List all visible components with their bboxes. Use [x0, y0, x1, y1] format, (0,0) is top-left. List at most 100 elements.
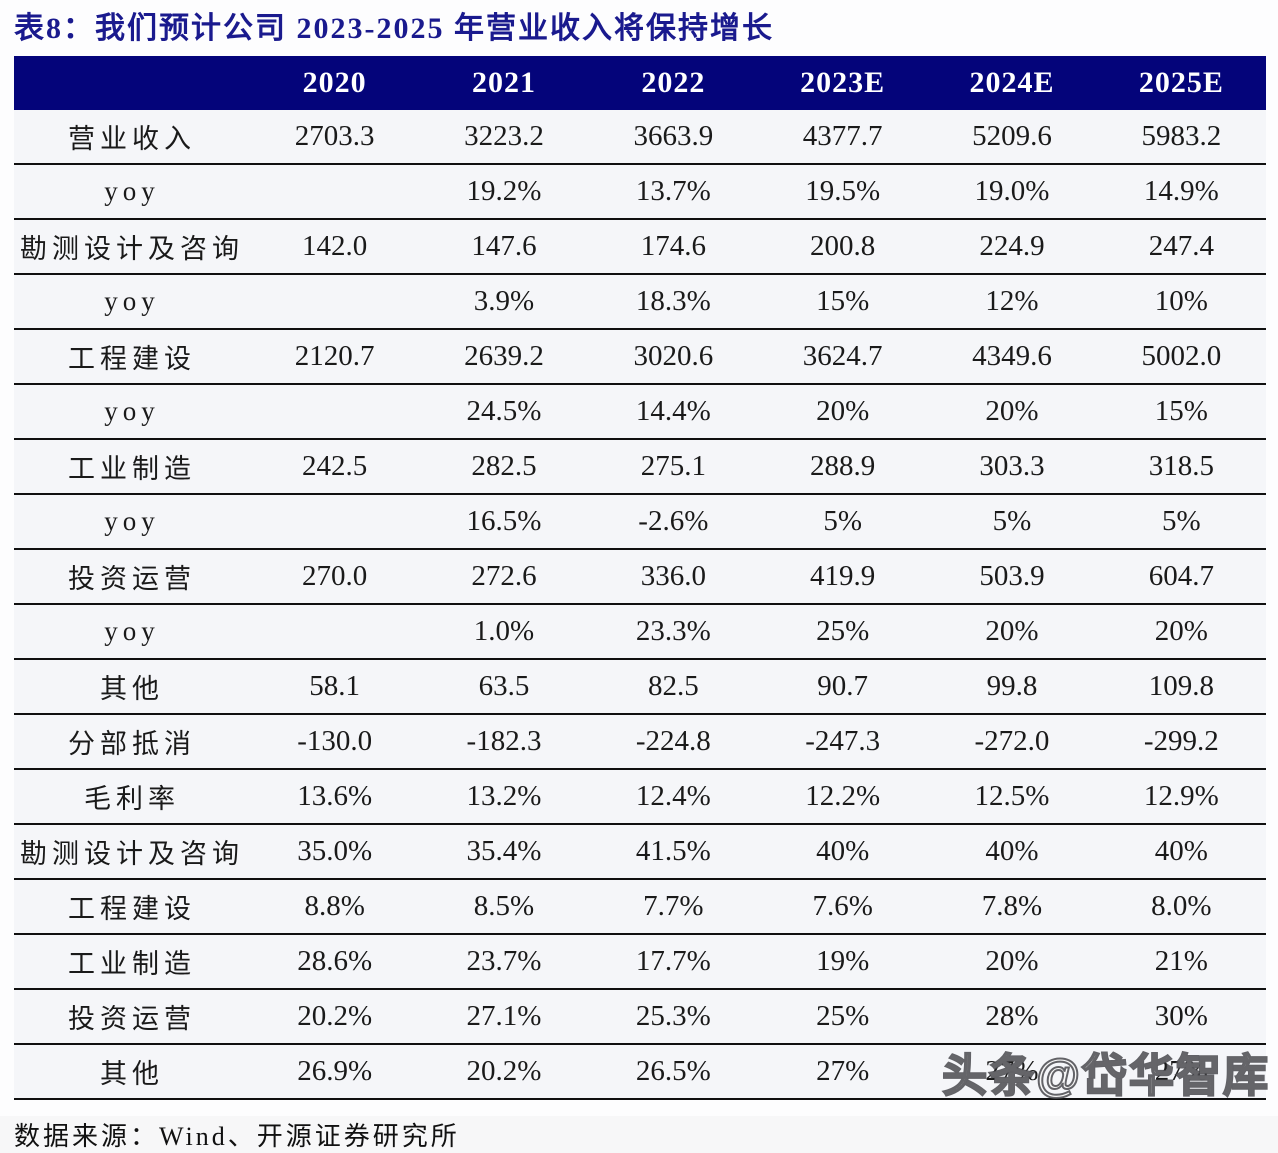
table-row: yoy 1.0% 23.3% 25% 20% 20%: [14, 603, 1266, 660]
table-cell: -247.3: [757, 713, 928, 770]
table-cell: 5209.6: [927, 109, 1097, 165]
table-cell: 5%: [1096, 493, 1266, 550]
table-row: 工业制造 242.5 282.5 275.1 288.9 303.3 318.5: [14, 438, 1266, 495]
table-cell: 40%: [1096, 823, 1266, 880]
table-cell: 63.5: [419, 658, 589, 715]
row-label: 勘测设计及咨询: [14, 823, 250, 880]
row-label: 投资运营: [14, 548, 250, 605]
table-cell: 13.2%: [419, 768, 589, 825]
table-cell: [250, 603, 420, 660]
table-row: yoy 3.9% 18.3% 15% 12% 10%: [14, 273, 1266, 330]
table-cell: 17.7%: [588, 933, 758, 990]
table-row: 工业制造 28.6% 23.7% 17.7% 19% 20% 21%: [14, 933, 1266, 990]
table-cell: 16.5%: [419, 493, 589, 550]
table-cell: 318.5: [1096, 438, 1266, 495]
table-row: 分部抵消 -130.0 -182.3 -224.8 -247.3 -272.0 -299.2: [14, 713, 1266, 770]
row-label: 工程建设: [14, 328, 250, 385]
table-cell: 2120.7: [250, 328, 420, 385]
table-cell: 25%: [757, 603, 928, 660]
table-cell: 270.0: [250, 548, 420, 605]
table-row: 其他 58.1 63.5 82.5 90.7 99.8 109.8: [14, 658, 1266, 715]
row-label: 其他: [14, 1043, 250, 1100]
corner-header-cell: [14, 55, 250, 110]
table-cell: 336.0: [588, 548, 758, 605]
table-row: 投资运营 20.2% 27.1% 25.3% 25% 28% 30%: [14, 988, 1266, 1045]
table-cell: [250, 383, 420, 440]
row-label: 营业收入: [14, 109, 250, 165]
table-row: 其他 26.9% 20.2% 26.5% 27% 27% 27%: [14, 1043, 1266, 1100]
table-cell: -299.2: [1096, 713, 1266, 770]
table-cell: 5%: [927, 493, 1097, 550]
table-cell: 174.6: [588, 218, 758, 275]
table-cell: 12.2%: [757, 768, 928, 825]
table-cell: 19.5%: [757, 163, 928, 220]
table-row: yoy 24.5% 14.4% 20% 20% 15%: [14, 383, 1266, 440]
table-row: yoy 19.2% 13.7% 19.5% 19.0% 14.9%: [14, 163, 1266, 220]
row-label: 投资运营: [14, 988, 250, 1045]
row-label: yoy: [14, 163, 250, 220]
row-label: yoy: [14, 603, 250, 660]
table-cell: 14.9%: [1096, 163, 1266, 220]
table-cell: 8.0%: [1096, 878, 1266, 935]
column-header: 2025E: [1096, 55, 1266, 110]
row-label: 工程建设: [14, 878, 250, 935]
table-cell: 40%: [757, 823, 928, 880]
table-cell: 3020.6: [588, 328, 758, 385]
table-cell: 20%: [927, 933, 1097, 990]
table-cell: [250, 163, 420, 220]
table-row: yoy 16.5% -2.6% 5% 5% 5%: [14, 493, 1266, 550]
table-cell: 28.6%: [250, 933, 420, 990]
table-cell: 2703.3: [250, 109, 420, 165]
table-cell: 19.0%: [927, 163, 1097, 220]
table-cell: 5002.0: [1096, 328, 1266, 385]
table-cell: 26.5%: [588, 1043, 758, 1100]
table-cell: 40%: [927, 823, 1097, 880]
row-label: 分部抵消: [14, 713, 250, 770]
table-cell: 5983.2: [1096, 109, 1266, 165]
table-cell: -224.8: [588, 713, 758, 770]
table-cell: 10%: [1096, 273, 1266, 330]
table-cell: 12%: [927, 273, 1097, 330]
table-cell: 13.7%: [588, 163, 758, 220]
table-cell: 15%: [1096, 383, 1266, 440]
table-cell: 15%: [757, 273, 928, 330]
table-cell: 20%: [1096, 603, 1266, 660]
table-cell: 275.1: [588, 438, 758, 495]
table-cell: 20%: [927, 383, 1097, 440]
table-cell: -182.3: [419, 713, 589, 770]
table-cell: -130.0: [250, 713, 420, 770]
table-cell: -272.0: [927, 713, 1097, 770]
table-cell: 20.2%: [250, 988, 420, 1045]
table-cell: 288.9: [757, 438, 928, 495]
table-cell: 247.4: [1096, 218, 1266, 275]
table-row: 工程建设 2120.7 2639.2 3020.6 3624.7 4349.6 5002.0: [14, 328, 1266, 385]
table-cell: 3624.7: [757, 328, 928, 385]
row-label: 工业制造: [14, 438, 250, 495]
table-cell: 7.6%: [757, 878, 928, 935]
row-label: 勘测设计及咨询: [14, 218, 250, 275]
table-cell: 200.8: [757, 218, 928, 275]
table-cell: 58.1: [250, 658, 420, 715]
table-cell: 27%: [757, 1043, 928, 1100]
table-cell: 12.4%: [588, 768, 758, 825]
table-cell: 224.9: [927, 218, 1097, 275]
table-cell: 7.8%: [927, 878, 1097, 935]
table-row: 工程建设 8.8% 8.5% 7.7% 7.6% 7.8% 8.0%: [14, 878, 1266, 935]
table-cell: 604.7: [1096, 548, 1266, 605]
table-cell: 3.9%: [419, 273, 589, 330]
watermark: 头条@岱华智库: [941, 1049, 1270, 1102]
table-cell: 1.0%: [419, 603, 589, 660]
table-cell: 14.4%: [588, 383, 758, 440]
header-row: 2020 2021 2022 2023E 2024E 2025E: [14, 55, 1266, 110]
table-cell: 28%: [927, 988, 1097, 1045]
column-header: 2021: [419, 55, 589, 110]
table-cell: 19%: [757, 933, 928, 990]
table-cell: 19.2%: [419, 163, 589, 220]
table-cell: 26.9%: [250, 1043, 420, 1100]
table-cell: 8.8%: [250, 878, 420, 935]
table-cell: 3223.2: [419, 109, 589, 165]
column-header: 2020: [250, 55, 420, 110]
table-cell: 7.7%: [588, 878, 758, 935]
row-label: yoy: [14, 383, 250, 440]
column-header: 2024E: [927, 55, 1097, 110]
